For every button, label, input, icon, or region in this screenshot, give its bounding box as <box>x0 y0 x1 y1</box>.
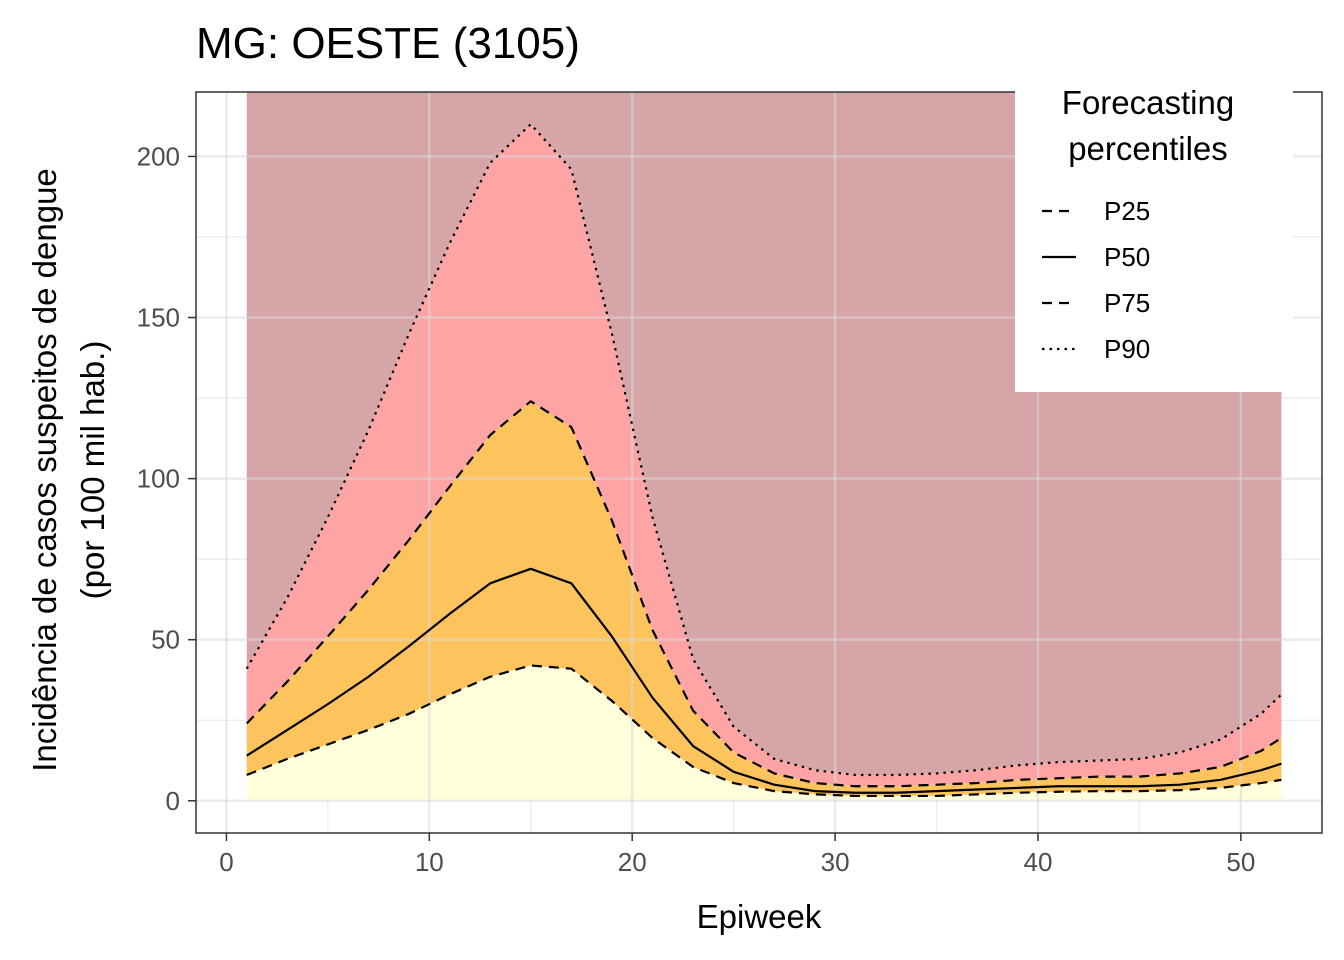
y-axis-title-line-2: (por 100 mil hab.) <box>74 341 111 600</box>
x-tick-label: 40 <box>1024 847 1053 877</box>
legend-entries: P25 P50 P75 P90 <box>1042 196 1150 364</box>
legend-label-p25: P25 <box>1104 196 1150 226</box>
panel-border <box>195 91 1323 834</box>
x-tick-label: 0 <box>219 847 233 877</box>
line-p50 <box>246 567 1282 794</box>
x-tick-label: 50 <box>1226 847 1255 877</box>
x-axis-title: Epiweek <box>697 898 822 935</box>
x-tick-label: 30 <box>821 847 850 877</box>
legend-label-p90: P90 <box>1104 334 1150 364</box>
legend-background <box>1015 80 1293 392</box>
x-tick-label: 20 <box>618 847 647 877</box>
percentile-lines <box>245 123 1283 798</box>
x-tick-label: 10 <box>415 847 444 877</box>
y-tick-label: 200 <box>137 141 180 171</box>
band-p75-p90 <box>246 124 1282 787</box>
y-tick-label: 150 <box>137 303 180 333</box>
chart-title: MG: OESTE (3105) <box>196 19 580 68</box>
y-axis-title-line-1: Incidência de casos suspeitos de dengue <box>26 168 63 772</box>
legend: Forecasting percentiles P25 P50 P75 P90 <box>1015 80 1293 392</box>
y-tick-label: 100 <box>137 464 180 494</box>
y-tick-label: 50 <box>151 625 180 655</box>
line-p90 <box>245 123 1283 777</box>
y-axis: 0 50 100 150 200 <box>137 141 196 816</box>
legend-title-line-2: percentiles <box>1068 130 1228 167</box>
band-p25-p75 <box>246 401 1282 796</box>
band-below-p25 <box>246 665 1282 801</box>
y-axis-title: Incidência de casos suspeitos de dengue … <box>26 168 111 772</box>
legend-title-line-1: Forecasting <box>1062 84 1234 121</box>
legend-label-p75: P75 <box>1104 288 1150 318</box>
line-p25 <box>246 664 1282 798</box>
x-axis: 0 10 20 30 40 50 <box>219 833 1255 877</box>
grid-major <box>196 92 1322 833</box>
legend-label-p50: P50 <box>1104 242 1150 272</box>
y-tick-label: 0 <box>166 786 180 816</box>
line-p75 <box>245 400 1283 788</box>
